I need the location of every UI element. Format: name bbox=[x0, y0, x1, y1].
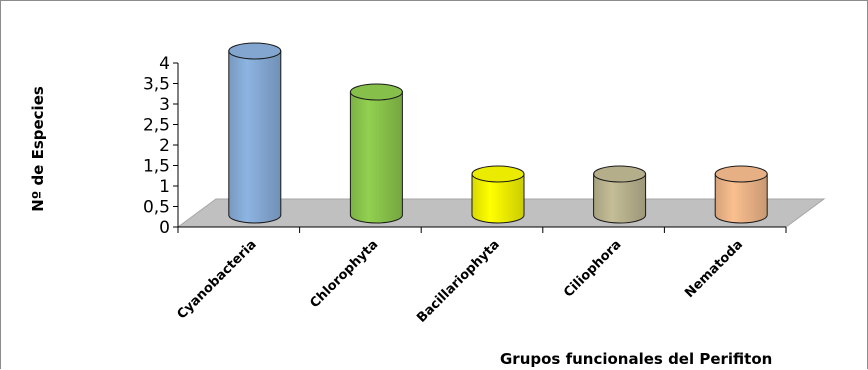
bar-chlorophyta bbox=[349, 83, 403, 224]
bar-body bbox=[471, 173, 525, 224]
y-tick-label: 3,5 bbox=[143, 75, 170, 95]
y-tick-label: 1,5 bbox=[143, 157, 170, 177]
x-axis-title: Grupos funcionales del Perifiton bbox=[500, 350, 772, 368]
bar-body bbox=[228, 50, 282, 224]
x-tick-label: Chlorophyta bbox=[307, 237, 381, 311]
bar-top bbox=[714, 165, 768, 183]
bar-top bbox=[593, 165, 647, 183]
y-tick-label: 3 bbox=[159, 95, 170, 115]
x-tick-label: Nematoda bbox=[682, 237, 746, 301]
bar-top bbox=[228, 42, 282, 60]
y-tick-label: 0,5 bbox=[143, 198, 170, 218]
y-tick-label: 0 bbox=[159, 218, 170, 238]
bar-nematoda bbox=[714, 165, 768, 224]
bar-ciliophora bbox=[593, 165, 647, 224]
y-axis-title: Nº de Especies bbox=[29, 86, 47, 212]
bar-body bbox=[593, 173, 647, 224]
bar-bacillariophyta bbox=[471, 165, 525, 224]
x-tick-label: Cyanobacteria bbox=[174, 237, 259, 322]
x-tick-label: Bacillariophyta bbox=[414, 237, 503, 326]
y-tick-label: 4 bbox=[159, 54, 170, 74]
y-tick-label: 2,5 bbox=[143, 116, 170, 136]
x-tick-label: Ciliophora bbox=[561, 237, 624, 300]
bar-top bbox=[349, 83, 403, 101]
bar-cyanobacteria bbox=[228, 42, 282, 224]
bar-body bbox=[349, 91, 403, 224]
bar-body bbox=[714, 173, 768, 224]
bar-top bbox=[471, 165, 525, 183]
y-tick-label: 1 bbox=[159, 177, 170, 197]
y-tick-label: 2 bbox=[159, 136, 170, 156]
